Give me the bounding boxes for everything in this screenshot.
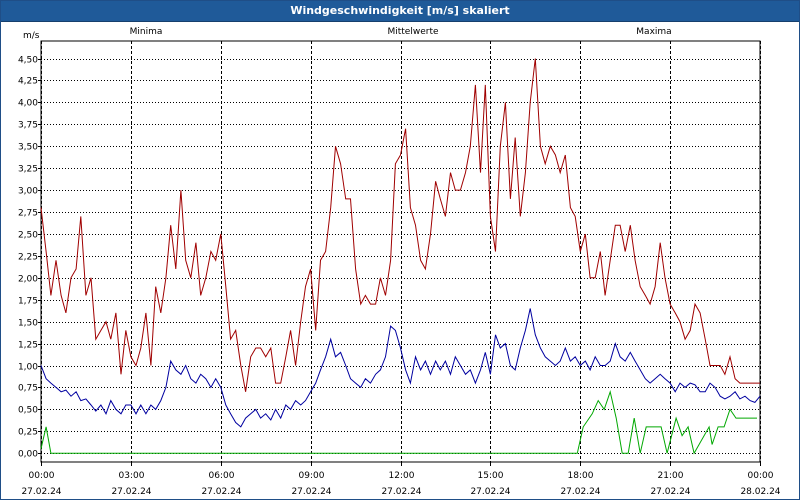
y-tick-label: 0,00 — [18, 450, 38, 460]
y-tick-label: 4,00 — [18, 99, 38, 109]
series-line-minima — [40, 389, 757, 455]
x-tick-label-time: 21:00 — [658, 471, 684, 481]
x-tick-label-date: 27.02.24 — [560, 487, 600, 497]
x-tick-label-time: 09:00 — [299, 471, 325, 481]
x-tick-label-time: 00:00 — [29, 471, 55, 481]
y-tick-label: 3,50 — [18, 143, 38, 153]
legend-mittelwerte: Mittelwerte — [387, 27, 438, 37]
y-tick-label: 2,75 — [18, 209, 38, 219]
x-tick-label-date: 27.02.24 — [650, 487, 690, 497]
y-tick-label: 3,25 — [18, 165, 38, 175]
y-tick-label: 3,75 — [18, 121, 38, 131]
x-tick-label-time: 18:00 — [568, 471, 594, 481]
y-tick-label: 0,25 — [18, 428, 38, 438]
x-tick-label-date: 27.02.24 — [381, 487, 421, 497]
plot-frame — [40, 40, 761, 463]
y-tick-label: 4,50 — [18, 56, 38, 66]
y-tick-label: 2,50 — [18, 231, 38, 241]
x-tick-label-time: 03:00 — [119, 471, 145, 481]
y-tick-label: 2,00 — [18, 275, 38, 285]
series-line-maxima — [40, 58, 760, 392]
y-tick-label: 0,50 — [18, 406, 38, 416]
series-line-mittelwerte — [40, 308, 761, 428]
legend-maxima: Maxima — [636, 27, 671, 37]
y-axis-label: m/s — [23, 31, 40, 41]
wind-speed-chart: 0,00 0,25 0,50 0,75 1,00 1,25 1,50 1,75 2,00 2,25… — [18, 27, 781, 497]
x-tick-label-date: 27.02.24 — [21, 487, 61, 497]
y-tick-label: 0,75 — [18, 384, 38, 394]
y-tick-label: 4,25 — [18, 77, 38, 87]
y-tick-label: 3,00 — [18, 187, 38, 197]
y-tick-label: 1,75 — [18, 297, 38, 307]
x-tick-label-date: 27.02.24 — [111, 487, 151, 497]
x-tick-label-time: 06:00 — [209, 471, 235, 481]
x-tick-label-date: 27.02.24 — [291, 487, 331, 497]
x-tick-label-date: 27.02.24 — [201, 487, 241, 497]
y-tick-label: 1,00 — [18, 363, 38, 373]
x-tick-label-time: 12:00 — [389, 471, 415, 481]
legend-minima: Minima — [130, 27, 163, 37]
window-title: Windgeschwindigkeit [m/s] skaliert — [1, 1, 799, 22]
y-tick-label: 1,50 — [18, 319, 38, 329]
x-tick-label-time: 00:00 — [748, 471, 774, 481]
x-tick-label-date: 28.02.24 — [740, 487, 780, 497]
x-tick-label-time: 15:00 — [478, 471, 504, 481]
y-tick-label: 2,25 — [18, 253, 38, 263]
y-tick-label: 1,25 — [18, 341, 38, 351]
x-tick-label-date: 27.02.24 — [470, 487, 510, 497]
